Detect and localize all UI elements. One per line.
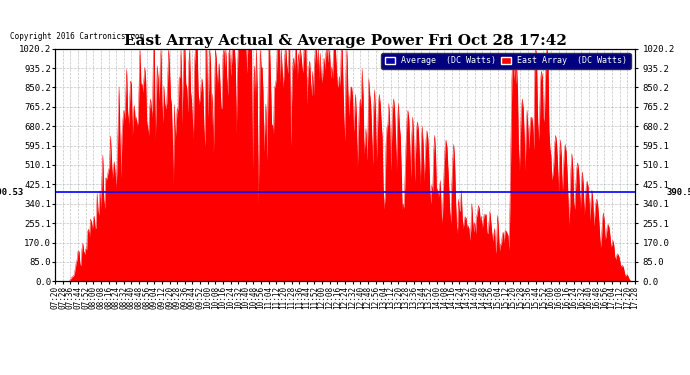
Title: East Array Actual & Average Power Fri Oct 28 17:42: East Array Actual & Average Power Fri Oc… xyxy=(124,34,566,48)
Text: Copyright 2016 Cartronics.com: Copyright 2016 Cartronics.com xyxy=(10,32,144,41)
Text: 390.53: 390.53 xyxy=(0,188,23,197)
Legend: Average  (DC Watts), East Array  (DC Watts): Average (DC Watts), East Array (DC Watts… xyxy=(382,53,631,69)
Text: 390.53: 390.53 xyxy=(667,188,690,197)
